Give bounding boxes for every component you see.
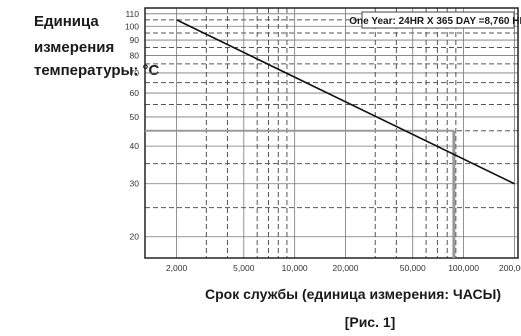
y-tick-label: 60 [130,88,140,98]
x-tick-label: 2,000 [166,263,188,273]
y-tick-label: 100 [125,21,139,31]
y-tick-label: 40 [130,141,140,151]
y-axis-label-line-3: температуры: °C [34,62,159,79]
x-tick-label: 100,000 [448,263,479,273]
x-tick-label: 10,000 [282,263,308,273]
x-tick-label: 200,000 [499,263,521,273]
series-line-0 [176,19,515,185]
y-tick-label: 70 [130,68,140,78]
y-tick-label: 110 [125,9,139,19]
annotation-box: One Year: 24HR X 365 DAY =8,760 HR [349,11,521,29]
y-axis-label-line-2: измерения [34,39,114,56]
plot-frame [144,7,519,259]
x-tick-label: 20,000 [333,263,359,273]
figure-caption: [Рис. 1] [345,314,396,330]
y-tick-label: 90 [130,35,140,45]
y-tick-label: 50 [130,112,140,122]
annotation-text: One Year: 24HR X 365 DAY =8,760 HR [349,16,521,27]
x-tick-label: 50,000 [400,263,426,273]
x-axis-label: Срок службы (единица измерения: ЧАСЫ) [205,286,501,302]
y-tick-label: 30 [130,179,140,189]
x-tick-label: 5,000 [233,263,255,273]
y-tick-label: 80 [130,50,140,60]
y-tick-label: 20 [130,232,140,242]
y-axis-label-line-1: Единица [34,13,99,30]
